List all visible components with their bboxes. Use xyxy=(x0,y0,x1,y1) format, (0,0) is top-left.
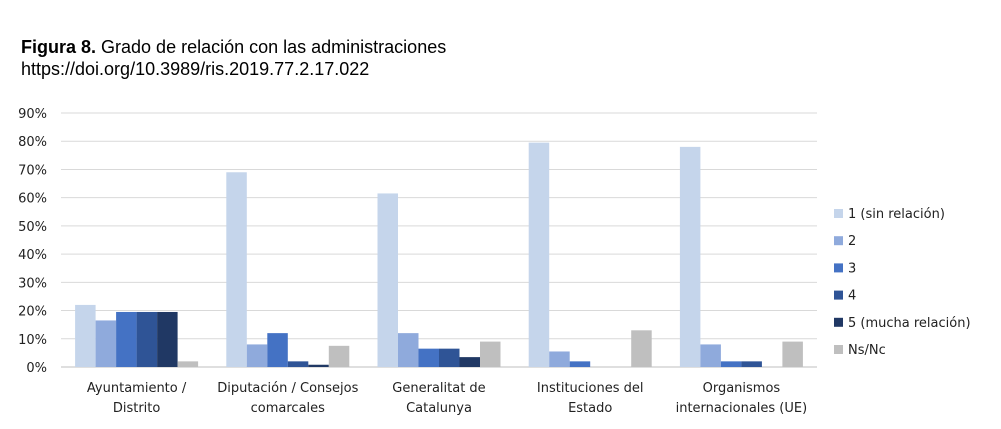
bar xyxy=(631,330,652,367)
x-tick-label: Organismos xyxy=(703,381,781,396)
bar xyxy=(418,348,439,367)
legend-label: 1 (sin relación) xyxy=(848,207,945,222)
bar xyxy=(116,311,137,367)
bar xyxy=(246,344,268,367)
y-tick-label: 90% xyxy=(18,107,47,122)
bar xyxy=(95,320,117,367)
bar xyxy=(480,341,501,367)
bar xyxy=(328,345,350,367)
x-tick-label: Instituciones del xyxy=(537,381,644,396)
legend-label: 2 xyxy=(848,234,856,249)
figure-label: Figura 8. xyxy=(21,37,97,57)
y-tick-label: 10% xyxy=(18,333,47,348)
y-tick-label: 70% xyxy=(18,163,47,178)
legend-swatch xyxy=(834,345,843,354)
bar xyxy=(459,357,480,367)
bar xyxy=(377,193,398,367)
legend-label: Ns/Nc xyxy=(848,343,886,358)
legend-label: 3 xyxy=(848,261,856,276)
legend-label: 4 xyxy=(848,289,856,304)
bar xyxy=(398,333,419,367)
x-tick-label: Distrito xyxy=(113,401,161,416)
bar xyxy=(782,341,803,367)
bar xyxy=(720,361,742,367)
figure-doi: https://doi.org/10.3989/ris.2019.77.2.17… xyxy=(21,59,370,79)
y-tick-label: 60% xyxy=(18,192,47,207)
x-tick-label: internacionales (UE) xyxy=(676,401,808,416)
y-tick-label: 20% xyxy=(18,305,47,320)
legend-label: 5 (mucha relación) xyxy=(848,316,971,331)
legend-swatch xyxy=(834,317,843,327)
bar xyxy=(75,304,96,367)
x-tick-label: Generalitat de xyxy=(392,381,485,396)
bar xyxy=(226,172,247,367)
legend-swatch xyxy=(834,209,843,218)
y-tick-label: 40% xyxy=(18,248,47,263)
bar xyxy=(528,142,550,367)
figure-title: Figura 8. Grado de relación con las admi… xyxy=(21,36,446,58)
x-tick-label: Catalunya xyxy=(406,401,472,416)
x-tick-label: comarcales xyxy=(251,401,326,416)
bar xyxy=(287,361,309,367)
bar xyxy=(700,344,721,367)
bar xyxy=(136,311,158,367)
figure-title-block: Figura 8. Grado de relación con las admi… xyxy=(21,36,446,80)
x-tick-label: Diputación / Consejos xyxy=(217,381,358,396)
y-tick-label: 30% xyxy=(18,276,47,291)
y-tick-label: 0% xyxy=(26,361,47,376)
x-tick-label: Ayuntamiento / xyxy=(87,381,187,396)
legend-swatch xyxy=(834,236,843,246)
bar xyxy=(177,361,199,367)
legend-swatch xyxy=(834,290,843,300)
bar xyxy=(157,311,178,367)
y-tick-label: 50% xyxy=(18,220,47,235)
bar xyxy=(679,146,701,367)
bar xyxy=(549,351,570,367)
bar xyxy=(569,361,591,367)
bar xyxy=(308,364,329,367)
bar xyxy=(439,348,460,367)
bar xyxy=(741,361,762,367)
legend-swatch xyxy=(834,263,843,273)
bar xyxy=(267,333,288,367)
figure-title-text: Grado de relación con las administracion… xyxy=(101,37,447,57)
y-tick-label: 80% xyxy=(18,135,47,150)
x-tick-label: Estado xyxy=(568,401,612,416)
